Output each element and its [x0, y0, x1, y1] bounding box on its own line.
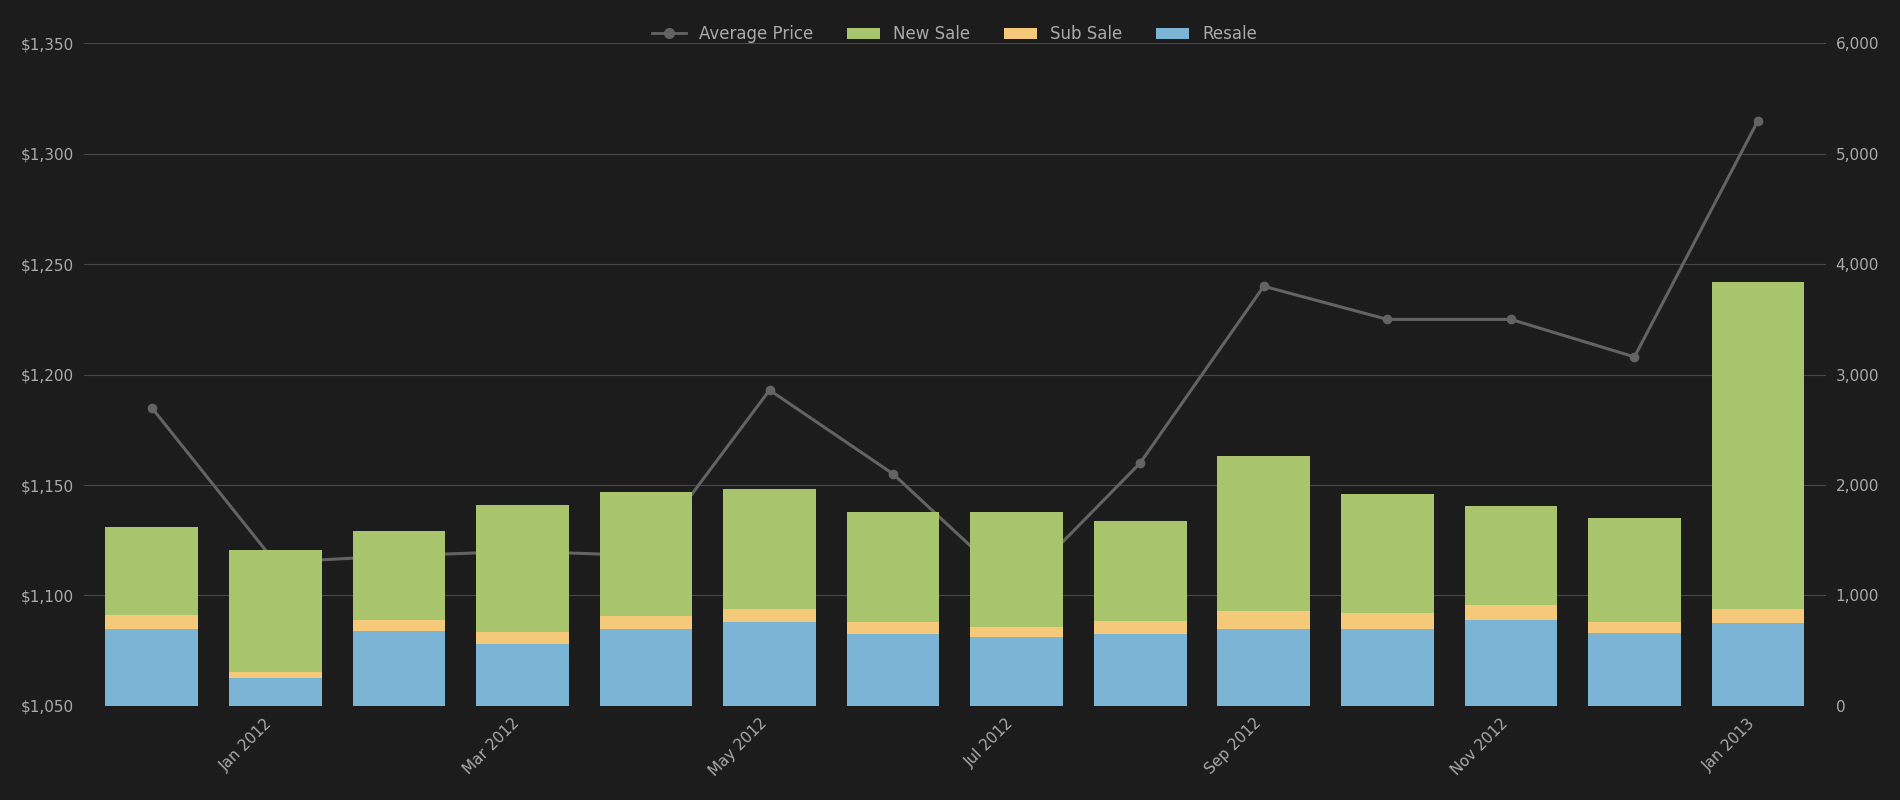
Bar [353, 620, 445, 630]
Bar [1218, 456, 1311, 611]
Average Price [1005, 584, 1028, 594]
Average Price [635, 551, 657, 561]
Bar [724, 609, 815, 622]
Average Price [264, 558, 287, 567]
Average Price [141, 403, 163, 413]
Bar [1094, 621, 1186, 634]
Bar [1094, 522, 1186, 621]
Bar [104, 629, 198, 706]
Bar [847, 511, 939, 622]
Average Price [388, 551, 410, 561]
Bar [1588, 518, 1682, 622]
Line: Average Price: Average Price [148, 117, 1761, 593]
Bar [1712, 623, 1805, 706]
Bar [1588, 633, 1682, 706]
Bar [1341, 494, 1434, 613]
Bar [1341, 613, 1434, 629]
Bar [1341, 629, 1434, 706]
Bar [600, 629, 692, 706]
Bar [230, 678, 321, 706]
Bar [1712, 282, 1805, 609]
Average Price [1746, 116, 1769, 126]
Bar [724, 622, 815, 706]
Average Price [1129, 458, 1151, 468]
Bar [1465, 620, 1558, 706]
Bar [230, 672, 321, 678]
Bar [230, 550, 321, 672]
Bar [353, 630, 445, 706]
Bar [1465, 606, 1558, 620]
Legend: Average Price, New Sale, Sub Sale, Resale: Average Price, New Sale, Sub Sale, Resal… [646, 18, 1264, 50]
Average Price [511, 546, 534, 556]
Average Price [1252, 282, 1275, 291]
Bar [1588, 622, 1682, 633]
Bar [971, 638, 1062, 706]
Bar [847, 634, 939, 706]
Bar [847, 622, 939, 634]
Bar [104, 527, 198, 615]
Average Price [758, 386, 781, 395]
Bar [477, 644, 568, 706]
Average Price [882, 469, 904, 478]
Average Price [1499, 314, 1522, 324]
Bar [1218, 629, 1311, 706]
Bar [724, 490, 815, 609]
Bar [971, 511, 1062, 627]
Bar [1712, 609, 1805, 623]
Bar [1465, 506, 1558, 606]
Bar [104, 615, 198, 629]
Bar [477, 505, 568, 632]
Bar [971, 627, 1062, 638]
Bar [353, 531, 445, 620]
Average Price [1376, 314, 1398, 324]
Bar [1094, 634, 1186, 706]
Average Price [1623, 352, 1645, 362]
Bar [600, 617, 692, 629]
Bar [1218, 611, 1311, 629]
Bar [477, 632, 568, 644]
Bar [600, 492, 692, 617]
